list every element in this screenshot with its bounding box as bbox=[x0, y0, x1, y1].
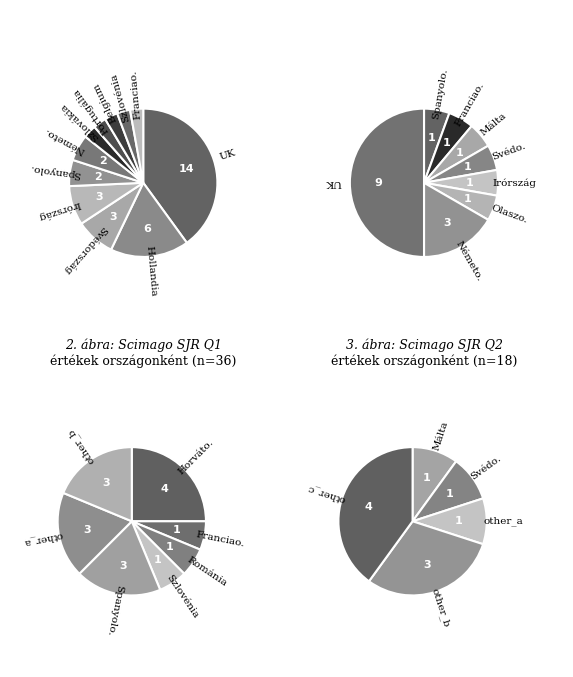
Text: 1: 1 bbox=[454, 517, 462, 526]
Text: 1: 1 bbox=[428, 133, 436, 143]
Wedge shape bbox=[424, 183, 497, 220]
Text: értékek országonként (n=18): értékek országonként (n=18) bbox=[331, 354, 517, 368]
Wedge shape bbox=[143, 108, 217, 243]
Text: Portugália: Portugália bbox=[71, 86, 111, 135]
Text: Spanyolo.: Spanyolo. bbox=[29, 163, 81, 179]
Text: Franciao.: Franciao. bbox=[453, 81, 485, 128]
Wedge shape bbox=[413, 447, 456, 521]
Text: 2. ábra: Scimago SJR Q1: 2. ábra: Scimago SJR Q1 bbox=[65, 338, 222, 352]
Text: 1: 1 bbox=[154, 554, 161, 565]
Wedge shape bbox=[81, 183, 143, 250]
Text: Spanyolo.: Spanyolo. bbox=[105, 584, 124, 636]
Wedge shape bbox=[424, 170, 498, 196]
Text: 4: 4 bbox=[365, 502, 373, 512]
Text: Szlovénia: Szlovénia bbox=[164, 573, 200, 620]
Text: 6: 6 bbox=[143, 223, 151, 234]
Text: Szlovénia: Szlovénia bbox=[108, 72, 131, 123]
Wedge shape bbox=[132, 447, 206, 521]
Text: Szlovákia: Szlovákia bbox=[58, 101, 100, 141]
Wedge shape bbox=[339, 447, 413, 582]
Wedge shape bbox=[85, 127, 143, 183]
Text: 3: 3 bbox=[83, 525, 91, 536]
Text: 3: 3 bbox=[96, 192, 103, 202]
Text: other_c: other_c bbox=[307, 483, 347, 504]
Text: Irórszág: Irórszág bbox=[36, 199, 81, 221]
Text: 1: 1 bbox=[423, 473, 431, 483]
Text: 1: 1 bbox=[464, 162, 471, 172]
Text: Spanyolo.: Spanyolo. bbox=[431, 68, 449, 120]
Text: 1: 1 bbox=[456, 148, 463, 158]
Text: 2: 2 bbox=[99, 156, 107, 166]
Text: other_a: other_a bbox=[483, 517, 523, 526]
Text: UK: UK bbox=[325, 178, 342, 188]
Wedge shape bbox=[132, 521, 201, 573]
Text: Svédo.: Svédo. bbox=[469, 454, 503, 482]
Text: Franciao.: Franciao. bbox=[128, 69, 142, 119]
Text: értékek országonként (n=36): értékek országonként (n=36) bbox=[50, 354, 237, 368]
Text: Franciao.: Franciao. bbox=[195, 529, 246, 548]
Wedge shape bbox=[63, 447, 132, 521]
Wedge shape bbox=[105, 113, 143, 183]
Wedge shape bbox=[69, 160, 143, 186]
Text: Hollandia: Hollandia bbox=[144, 246, 158, 297]
Text: other_b: other_b bbox=[66, 427, 97, 466]
Text: 1: 1 bbox=[166, 542, 174, 552]
Text: 1: 1 bbox=[446, 489, 454, 499]
Text: 3. ábra: Scimago SJR Q2: 3. ábra: Scimago SJR Q2 bbox=[346, 338, 503, 352]
Text: Málta: Málta bbox=[479, 112, 508, 138]
Text: 1: 1 bbox=[464, 194, 471, 204]
Wedge shape bbox=[424, 183, 488, 257]
Wedge shape bbox=[424, 126, 488, 183]
Text: Németo.: Németo. bbox=[454, 240, 484, 283]
Wedge shape bbox=[130, 108, 143, 183]
Text: 3: 3 bbox=[109, 213, 117, 223]
Text: UK: UK bbox=[219, 148, 237, 162]
Text: 1: 1 bbox=[173, 525, 180, 536]
Text: 14: 14 bbox=[179, 164, 195, 173]
Wedge shape bbox=[58, 493, 132, 573]
Wedge shape bbox=[424, 113, 472, 183]
Text: 3: 3 bbox=[423, 560, 430, 570]
Text: Irórszág: Irórszág bbox=[492, 178, 536, 188]
Wedge shape bbox=[73, 137, 143, 183]
Text: Málta: Málta bbox=[431, 419, 449, 451]
Wedge shape bbox=[111, 183, 187, 257]
Text: Horváto.: Horváto. bbox=[176, 438, 215, 477]
Text: Olaszo.: Olaszo. bbox=[489, 203, 529, 225]
Text: other_a: other_a bbox=[22, 530, 64, 548]
Text: 3: 3 bbox=[119, 561, 127, 571]
Wedge shape bbox=[95, 119, 143, 183]
Wedge shape bbox=[424, 108, 449, 183]
Text: 1: 1 bbox=[466, 178, 474, 188]
Wedge shape bbox=[350, 108, 424, 257]
Text: 2: 2 bbox=[94, 171, 101, 181]
Wedge shape bbox=[79, 521, 160, 596]
Wedge shape bbox=[369, 521, 483, 596]
Text: 3: 3 bbox=[103, 478, 110, 488]
Text: Németo.: Németo. bbox=[43, 126, 87, 155]
Text: Belgium: Belgium bbox=[91, 81, 118, 124]
Text: 3: 3 bbox=[443, 217, 451, 227]
Wedge shape bbox=[132, 521, 185, 590]
Wedge shape bbox=[69, 183, 143, 223]
Text: Románia: Románia bbox=[186, 555, 229, 588]
Text: 9: 9 bbox=[374, 178, 382, 188]
Text: Svédország: Svédország bbox=[61, 224, 108, 276]
Text: Svédo.: Svédo. bbox=[491, 141, 527, 162]
Wedge shape bbox=[413, 498, 486, 544]
Wedge shape bbox=[117, 110, 143, 183]
Text: 4: 4 bbox=[160, 484, 168, 494]
Text: other_b: other_b bbox=[430, 587, 452, 628]
Wedge shape bbox=[132, 521, 206, 550]
Wedge shape bbox=[424, 146, 497, 183]
Text: 1: 1 bbox=[443, 138, 451, 148]
Wedge shape bbox=[413, 461, 483, 521]
